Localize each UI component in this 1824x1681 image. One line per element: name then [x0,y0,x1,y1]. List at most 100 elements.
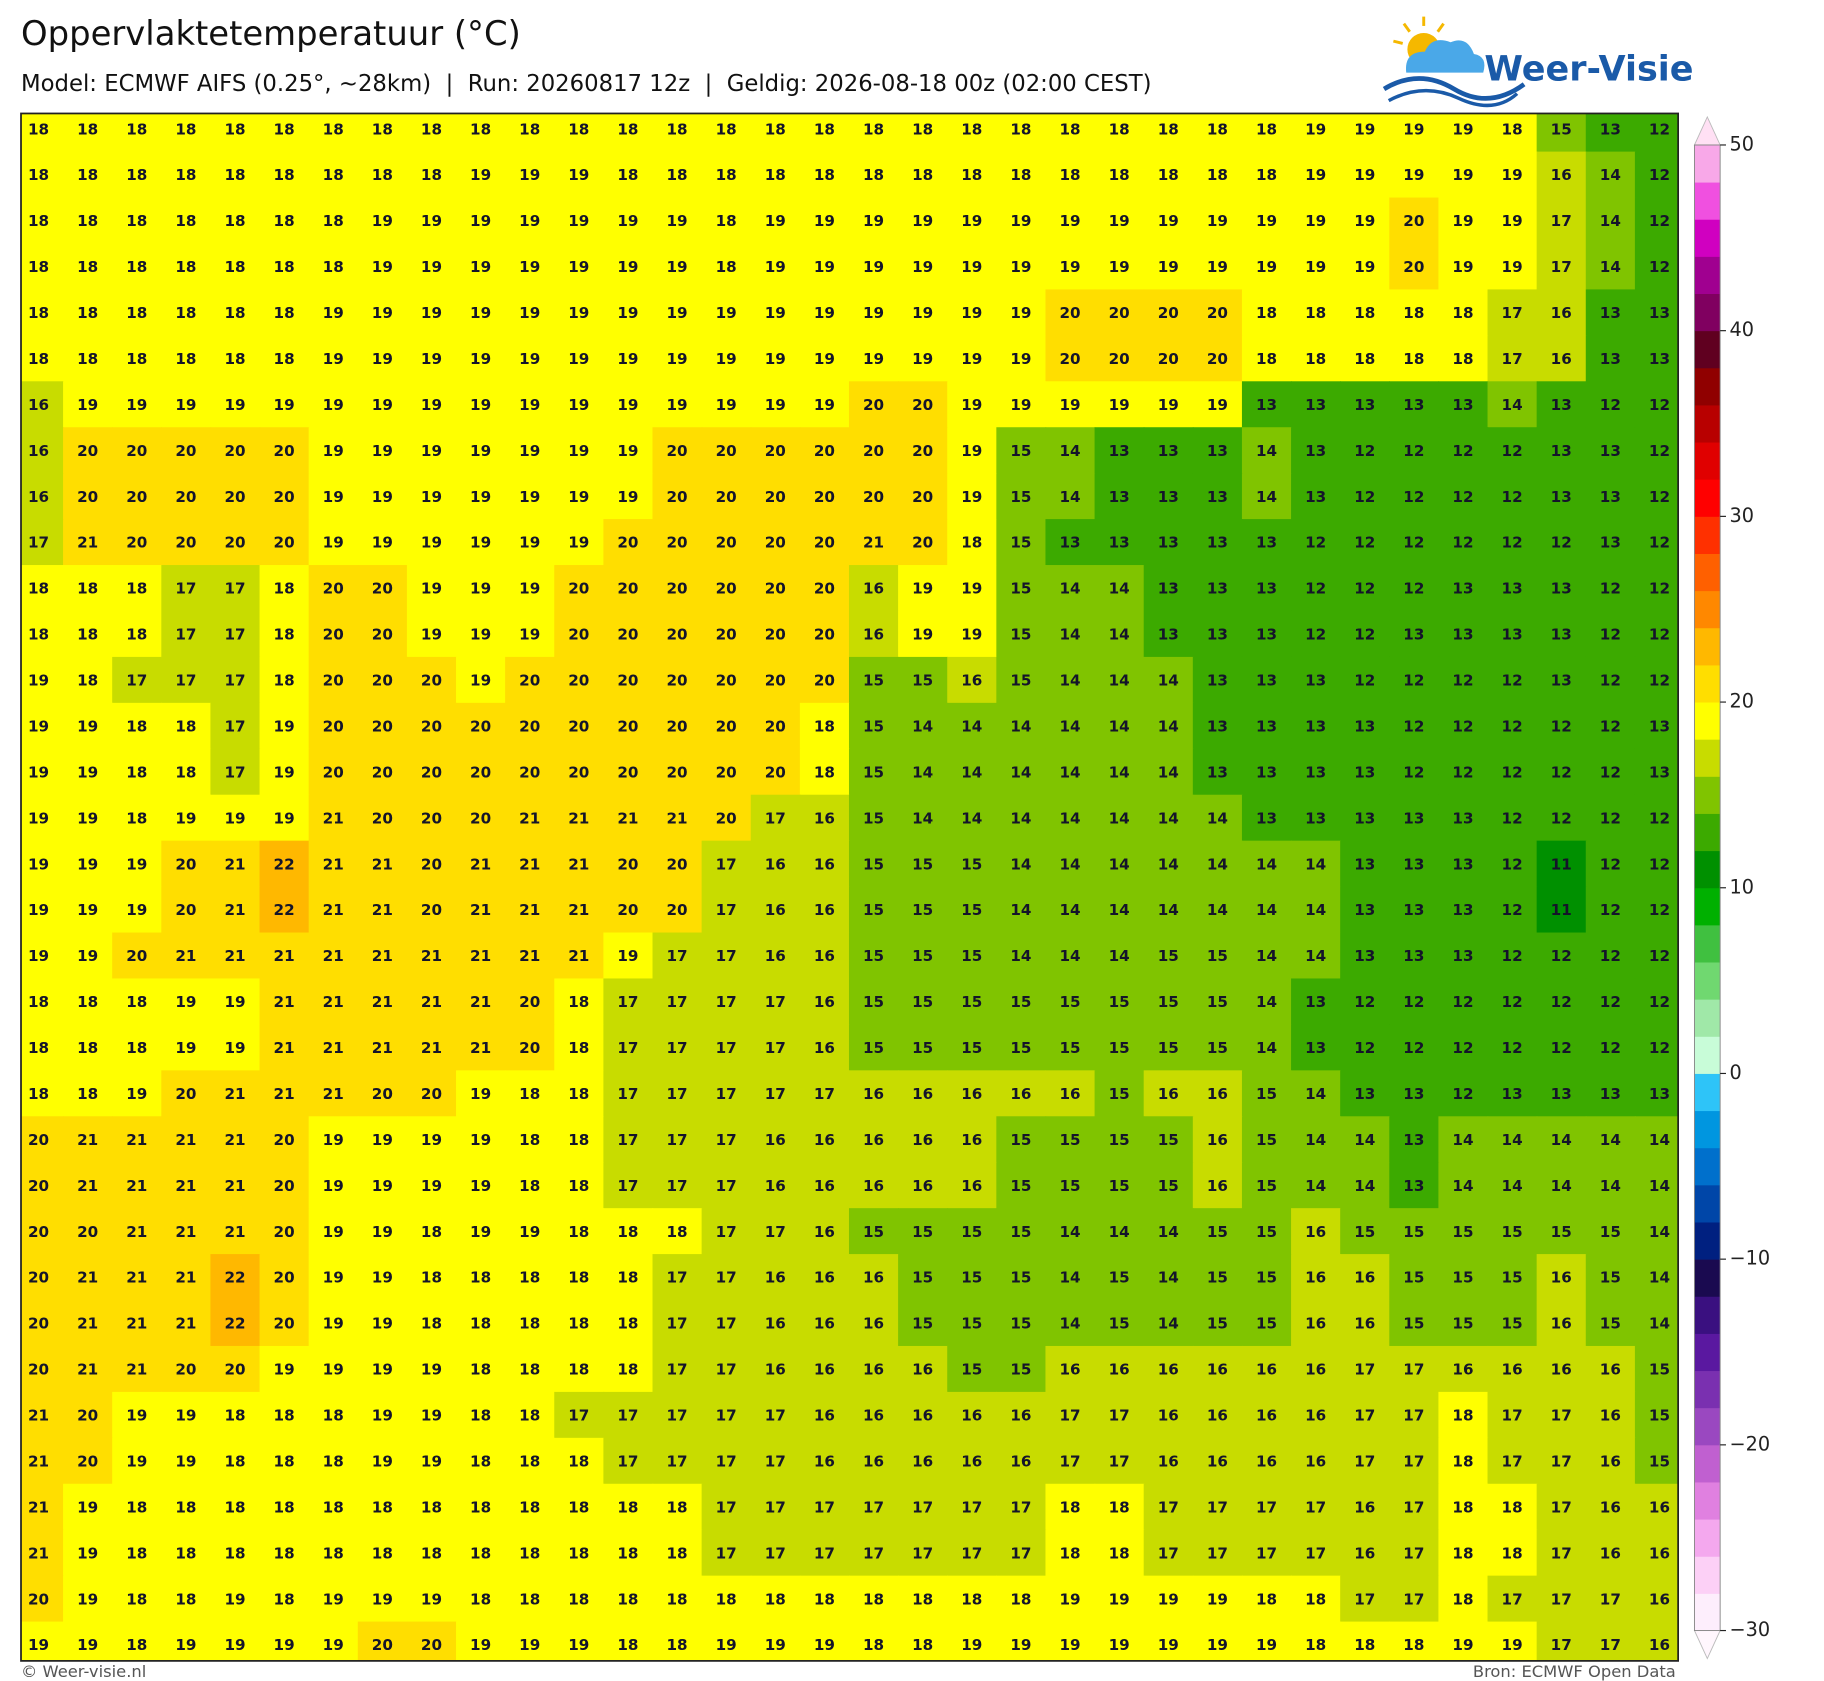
temperature-label: 14 [1305,1085,1326,1103]
temperature-cell [505,519,555,566]
temperature-label: 13 [1354,763,1375,781]
temperature-cell [1389,1070,1440,1117]
temperature-cell [750,113,801,153]
temperature-cell [210,381,261,428]
temperature-label: 15 [1109,1269,1130,1287]
temperature-label: 19 [765,1636,786,1654]
temperature-label: 19 [470,442,491,460]
temperature-label: 18 [568,1498,589,1516]
temperature-label: 19 [372,442,393,460]
temperature-label: 19 [1354,166,1375,184]
temperature-cell [308,840,359,888]
temperature-cell [161,1391,212,1439]
temperature-label: 19 [421,258,442,276]
temperature-label: 12 [1452,1085,1473,1103]
temperature-cell [1241,1024,1292,1072]
temperature-cell [750,932,801,980]
temperature-label: 19 [470,1131,491,1149]
temperature-label: 13 [1305,993,1326,1011]
temperature-label: 14 [1158,855,1179,873]
temperature-cell [1536,565,1587,612]
temperature-cell [210,978,261,1026]
temperature-label: 16 [814,1407,835,1425]
temperature-cell [701,1070,752,1117]
temperature-label: 14 [1109,947,1130,965]
temperature-cell [210,702,261,750]
temperature-cell [701,151,752,199]
temperature-label: 20 [716,442,737,460]
temperature-cell [1143,1391,1194,1439]
temperature-label: 18 [1158,166,1179,184]
temperature-cell [652,794,703,842]
colorbar-box [1694,1481,1721,1520]
temperature-cell [1241,151,1292,199]
temperature-label: 19 [1158,1590,1179,1608]
temperature-cell [1045,978,1096,1026]
temperature-label: 19 [1354,120,1375,138]
temperature-cell [652,1070,703,1117]
temperature-cell [1192,656,1243,704]
temperature-label: 18 [519,1407,540,1425]
temperature-label: 19 [1502,212,1523,230]
temperature-label: 20 [568,717,589,735]
temperature-cell [210,1070,261,1117]
temperature-label: 12 [1354,442,1375,460]
temperature-cell [750,427,801,474]
temperature-cell [1241,1116,1292,1163]
temperature-label: 17 [1158,1544,1179,1562]
temperature-label: 17 [1109,1407,1130,1425]
temperature-cell [898,656,948,704]
temperature-cell [259,1116,310,1163]
temperature-cell [848,1345,899,1393]
temperature-cell [701,1254,752,1301]
temperature-cell [1143,978,1194,1026]
temperature-label: 19 [961,626,982,644]
temperature-label: 18 [28,350,49,368]
temperature-label: 18 [28,120,49,138]
temperature-cell [259,151,310,199]
temperature-label: 17 [667,1269,688,1287]
temperature-label: 19 [421,1177,442,1195]
temperature-label: 12 [1354,626,1375,644]
temperature-label: 18 [1305,304,1326,322]
temperature-label: 14 [1207,901,1228,919]
temperature-cell [750,565,801,612]
temperature-cell [848,978,899,1026]
temperature-label: 13 [1452,855,1473,873]
temperature-label: 20 [765,672,786,690]
temperature-label: 18 [274,1498,295,1516]
temperature-cell [1291,519,1341,566]
temperature-label: 18 [274,166,295,184]
temperature-label: 19 [1158,396,1179,414]
temperature-label: 18 [716,166,737,184]
temperature-label: 13 [1207,763,1228,781]
temperature-label: 18 [175,258,196,276]
temperature-label: 18 [667,1223,688,1241]
temperature-label: 16 [961,672,982,690]
temperature-cell [112,197,163,245]
temperature-cell [259,1254,310,1301]
temperature-cell [1438,1300,1489,1347]
temperature-label: 19 [372,1315,393,1333]
temperature-label: 20 [765,534,786,552]
temperature-cell [1143,1300,1194,1347]
temperature-label: 21 [77,1269,98,1287]
temperature-cell [456,289,506,337]
temperature-cell [848,381,899,428]
temperature-label: 17 [1403,1407,1424,1425]
temperature-cell [652,197,703,245]
temperature-cell [1634,151,1679,199]
temperature-label: 20 [470,717,491,735]
temperature-cell [1389,243,1440,291]
temperature-cell [1192,1208,1243,1255]
temperature-cell [996,1208,1047,1255]
temperature-label: 12 [1600,626,1621,644]
temperature-cell [63,1300,113,1347]
temperature-label: 13 [1256,672,1277,690]
temperature-cell [1192,1300,1243,1347]
temperature-cell [898,886,948,934]
temperature-label: 20 [667,763,688,781]
temperature-cell [799,565,850,612]
temperature-cell [947,519,998,566]
temperature-cell [1143,702,1194,750]
